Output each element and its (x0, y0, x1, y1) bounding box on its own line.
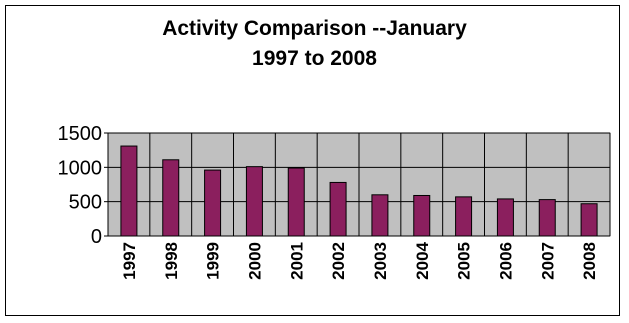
y-tick-label: 1000 (58, 157, 103, 179)
y-tick-label: 500 (69, 192, 102, 214)
chart-title-line-1: Activity Comparison --January (162, 17, 467, 40)
bar-2001 (287, 167, 305, 237)
bar-2000 (245, 166, 263, 237)
x-tick-label: 1998 (162, 242, 181, 280)
x-tick-label: 1999 (204, 242, 223, 280)
bar-2007 (538, 199, 556, 237)
x-axis-ticks: 1997 1998 1999 2000 2001 2002 2003 2004 2005 2006… (120, 241, 599, 279)
bar-2004 (413, 194, 431, 237)
x-tick-label: 2005 (455, 242, 474, 280)
bar-2006 (496, 198, 514, 237)
chart-title-line-2: 1997 to 2008 (252, 47, 377, 70)
x-tick-label: 2004 (413, 241, 432, 279)
bar-1997 (120, 145, 138, 237)
bars (120, 145, 598, 237)
x-tick-label: 2002 (329, 242, 348, 280)
x-tick-label: 2001 (287, 242, 306, 280)
x-tick-label: 2007 (538, 242, 557, 280)
x-tick-label: 2008 (580, 242, 599, 280)
y-tick-label: 0 (91, 226, 102, 248)
chart-title: Activity Comparison --January 1997 to 20… (0, 14, 629, 74)
x-tick-label: 2003 (371, 242, 390, 280)
bar-1998 (162, 159, 180, 237)
bar-2002 (329, 181, 347, 237)
y-tick-label: 1500 (58, 123, 103, 145)
x-tick-label: 2000 (245, 242, 264, 280)
x-tick-label: 1997 (120, 242, 139, 280)
bar-2003 (371, 194, 389, 237)
bar-1999 (204, 169, 222, 237)
x-tick-label: 2006 (496, 242, 515, 280)
y-axis-ticks: 0 500 1000 1500 (58, 123, 108, 248)
bar-2005 (455, 196, 473, 237)
bar-2008 (580, 203, 598, 237)
